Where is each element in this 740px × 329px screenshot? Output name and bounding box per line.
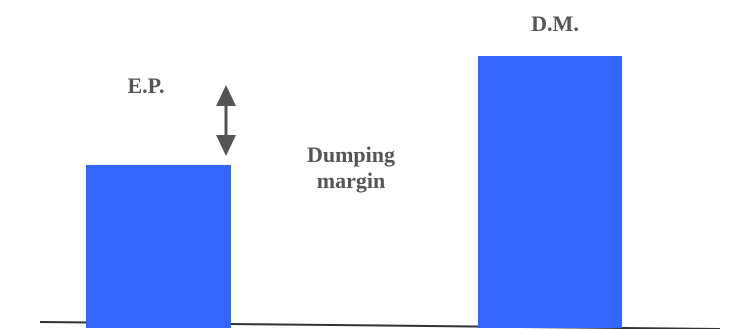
double-arrow-vertical-icon: [216, 85, 236, 156]
domestic-market-bar: [478, 56, 622, 328]
domestic-market-label: D.M.: [531, 11, 579, 36]
export-price-label: E.P.: [127, 73, 165, 98]
dumping-margin-label: Dumping margin: [276, 142, 426, 195]
dumping-margin-line-2: margin: [316, 168, 386, 194]
export-price-bar: [86, 165, 231, 328]
dumping-margin-line-1: Dumping: [306, 142, 396, 167]
